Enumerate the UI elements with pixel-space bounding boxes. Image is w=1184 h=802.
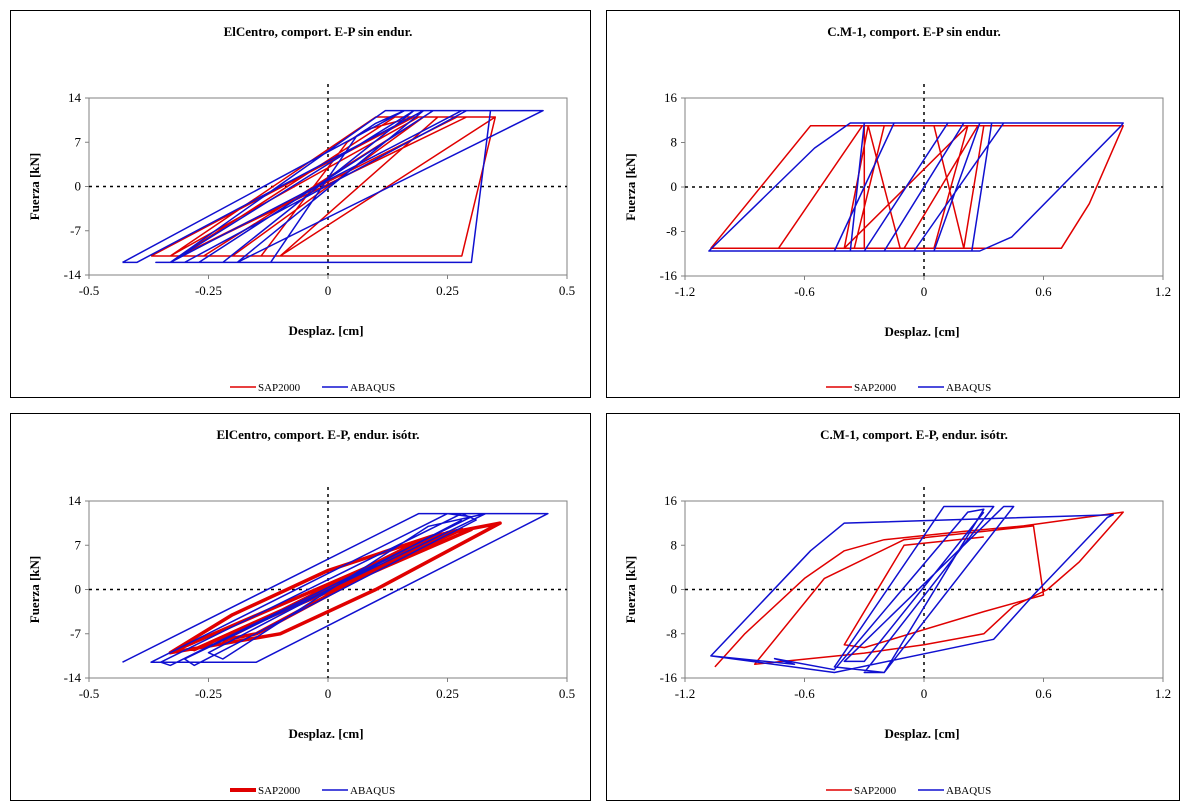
series-line-sap2000: [168, 521, 502, 655]
legend-label-abaqus: ABAQUS: [350, 382, 395, 394]
legend-label-sap2000: SAP2000: [854, 382, 897, 394]
series-line-abaqus: [708, 122, 1124, 252]
y-tick-label: -7: [70, 626, 81, 641]
x-tick-label: 0: [921, 284, 928, 299]
x-tick-label: 0: [325, 283, 332, 298]
chart-title: C.M-1, comport. E-P, endur. isótr.: [820, 427, 1008, 442]
y-tick-label: 14: [68, 90, 82, 105]
chart-2: C.M-1, comport. E-P sin endur.1680-8-16-…: [623, 24, 1171, 394]
chart-title: C.M-1, comport. E-P sin endur.: [827, 24, 1001, 39]
y-tick-label: -8: [666, 224, 677, 239]
x-tick-label: -1.2: [675, 284, 696, 299]
y-tick-label: 0: [671, 179, 678, 194]
x-axis-label: Desplaz. [cm]: [884, 324, 959, 339]
x-axis-label: Desplaz. [cm]: [288, 726, 363, 741]
chart-title: ElCentro, comport. E-P sin endur.: [224, 24, 413, 39]
y-tick-label: 8: [671, 135, 678, 150]
x-tick-label: -0.5: [79, 686, 100, 701]
x-tick-label: -1.2: [675, 686, 696, 701]
y-tick-label: 16: [664, 493, 678, 508]
x-tick-label: -0.25: [195, 283, 222, 298]
chart-panel-3: ElCentro, comport. E-P, endur. isótr. 14 7…: [10, 413, 591, 801]
y-tick-label: -7: [70, 223, 81, 238]
y-tick-label: 7: [75, 134, 82, 149]
x-tick-label: 0: [921, 686, 928, 701]
x-tick-label: 1.2: [1155, 686, 1171, 701]
chart-3: ElCentro, comport. E-P, endur. isótr. 14 7…: [27, 427, 575, 797]
x-tick-label: 0.25: [436, 283, 459, 298]
y-tick-label: -8: [666, 626, 677, 641]
y-tick-label: 0: [75, 179, 82, 194]
chart-4: C.M-1, comport. E-P, endur. isótr. 16 8 0 -8…: [623, 427, 1171, 797]
chart-1: ElCentro, comport. E-P sin endur. 14 7 0 -7 -…: [27, 24, 575, 394]
x-tick-label: -0.6: [794, 686, 815, 701]
chart-panel-2: C.M-1, comport. E-P sin endur. 16 8 0 -8 -16-…: [606, 10, 1180, 398]
x-tick-label: 0.6: [1035, 284, 1052, 299]
x-tick-label: 0.5: [559, 283, 575, 298]
x-tick-label: 0.5: [559, 686, 575, 701]
x-tick-label: -0.6: [794, 284, 815, 299]
legend-label-abaqus: ABAQUS: [946, 382, 991, 394]
chart-panel-1: ElCentro, comport. E-P sin endur. 14 7 0 -7 -…: [10, 10, 591, 398]
y-tick-label: 8: [671, 537, 678, 552]
legend-label-abaqus: ABAQUS: [946, 785, 991, 797]
x-tick-label: 0.25: [436, 686, 459, 701]
chart-panel-4: C.M-1, comport. E-P, endur. isótr. 16 8 0 -8…: [606, 413, 1180, 801]
y-tick-label: 14: [68, 493, 82, 508]
series-line-sap2000: [714, 511, 1124, 668]
series-line-abaqus: [122, 109, 544, 264]
x-tick-label: 1.2: [1155, 284, 1171, 299]
y-axis-label: Fuerza [kN]: [623, 153, 638, 221]
x-tick-label: 0: [325, 686, 332, 701]
chart-title: ElCentro, comport. E-P, endur. isótr.: [216, 427, 419, 442]
y-tick-label: -14: [64, 267, 82, 282]
legend-label-abaqus: ABAQUS: [350, 785, 395, 797]
y-tick-label: 16: [664, 90, 678, 105]
y-tick-label: -14: [64, 670, 82, 685]
legend-label-sap2000: SAP2000: [854, 785, 897, 797]
y-axis-label: Fuerza [kN]: [623, 556, 638, 624]
y-tick-label: 0: [671, 582, 678, 597]
series-line-abaqus: [710, 505, 1114, 674]
y-tick-label: 7: [75, 537, 82, 552]
x-axis-label: Desplaz. [cm]: [884, 726, 959, 741]
x-tick-label: 0.6: [1035, 686, 1052, 701]
y-tick-label: -16: [660, 670, 678, 685]
y-tick-label: -16: [660, 268, 678, 283]
x-tick-label: -0.5: [79, 283, 100, 298]
series-line-abaqus: [122, 512, 549, 667]
legend-label-sap2000: SAP2000: [258, 382, 301, 394]
x-tick-label: -0.25: [195, 686, 222, 701]
y-axis-label: Fuerza [kN]: [27, 153, 42, 221]
x-axis-label: Desplaz. [cm]: [288, 323, 363, 338]
legend-label-sap2000: SAP2000: [258, 785, 301, 797]
y-axis-label: Fuerza [kN]: [27, 556, 42, 624]
y-tick-label: 0: [75, 582, 82, 597]
